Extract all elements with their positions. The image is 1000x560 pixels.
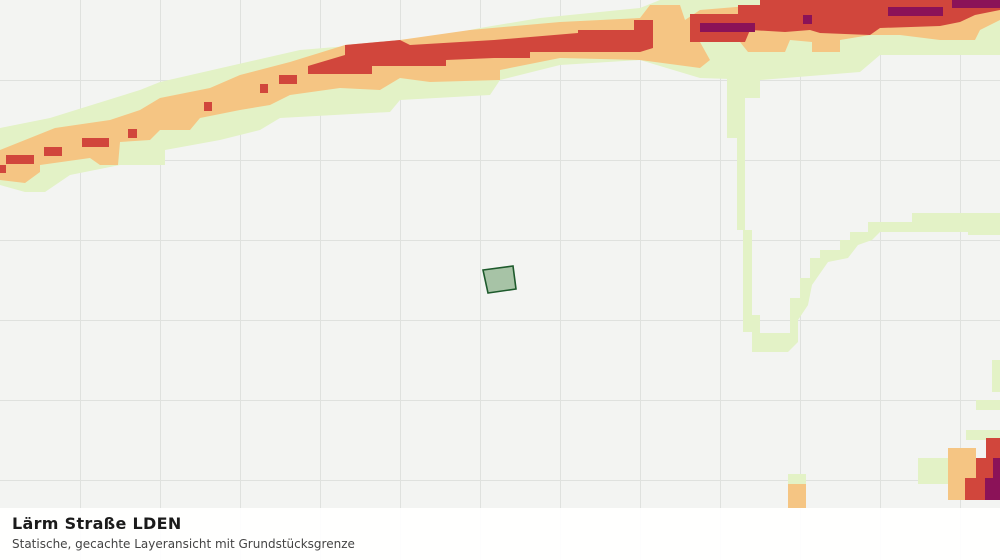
map-title: Lärm Straße LDEN bbox=[12, 514, 182, 533]
noise-very-high bbox=[700, 0, 1000, 500]
parcel-boundary bbox=[482, 265, 517, 294]
map-subtitle: Statische, gecachte Layeransicht mit Gru… bbox=[12, 537, 355, 551]
caption: Lärm Straße LDEN Statische, gecachte Lay… bbox=[0, 508, 1000, 560]
